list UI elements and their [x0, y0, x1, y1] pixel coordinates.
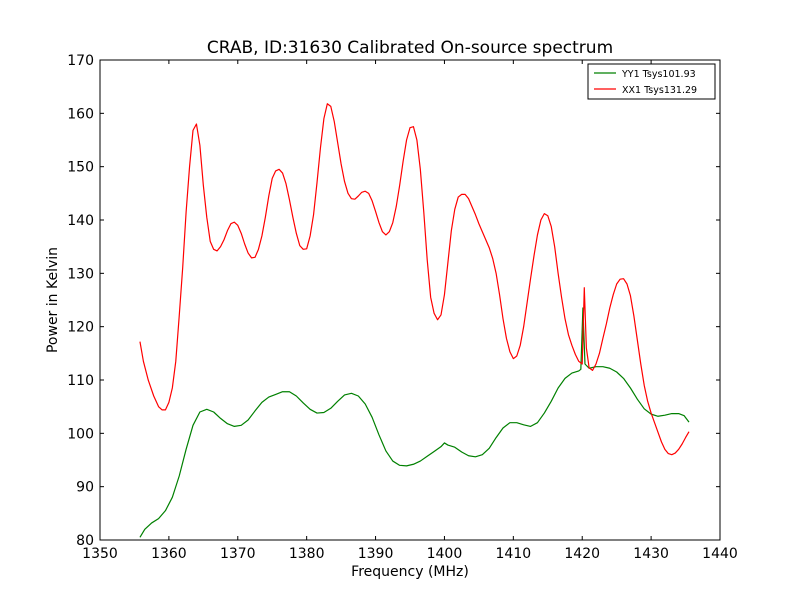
- x-tick-label: 1440: [702, 546, 738, 562]
- x-tick-label: 1350: [82, 546, 118, 562]
- x-tick-label: 1370: [220, 546, 256, 562]
- y-tick-label: 160: [67, 106, 94, 122]
- x-tick-label: 1410: [496, 546, 532, 562]
- x-axis-label: Frequency (MHz): [351, 564, 469, 580]
- y-axis-ticks: 80 90 100 110 120 130 140 150 160 170: [67, 53, 720, 549]
- y-tick-label: 150: [67, 160, 94, 176]
- x-tick-label: 1430: [633, 546, 669, 562]
- plot-frame: [99, 59, 721, 541]
- y-tick-label: 90: [76, 480, 94, 496]
- y-axis-label: Power in Kelvin: [45, 247, 61, 353]
- y-tick-label: 120: [67, 320, 94, 336]
- y-tick-label: 100: [67, 426, 94, 442]
- x-axis-ticks: 1350 1360 1370 1380 1390 1400 1410 1420 1430 1440: [82, 60, 738, 562]
- series-line-yy1: [139, 307, 690, 538]
- series-line-xx1: [139, 103, 690, 456]
- x-tick-label: 1390: [358, 546, 394, 562]
- legend-label-xx1: XX1 Tsys131.29: [622, 85, 697, 96]
- y-tick-label: 130: [67, 266, 94, 282]
- y-tick-label: 140: [67, 213, 94, 229]
- plot-lines: [139, 103, 690, 538]
- x-tick-label: 1380: [289, 546, 325, 562]
- legend: YY1 Tsys101.93 XX1 Tsys131.29: [587, 63, 716, 100]
- x-tick-label: 1420: [564, 546, 600, 562]
- legend-label-yy1: YY1 Tsys101.93: [621, 69, 696, 80]
- x-tick-label: 1360: [151, 546, 187, 562]
- y-tick-label: 80: [76, 533, 94, 549]
- x-tick-label: 1400: [427, 546, 463, 562]
- legend-box: [587, 63, 716, 100]
- y-tick-label: 170: [67, 53, 94, 69]
- y-tick-label: 110: [67, 373, 94, 389]
- chart-title: CRAB, ID:31630 Calibrated On-source spec…: [207, 38, 613, 58]
